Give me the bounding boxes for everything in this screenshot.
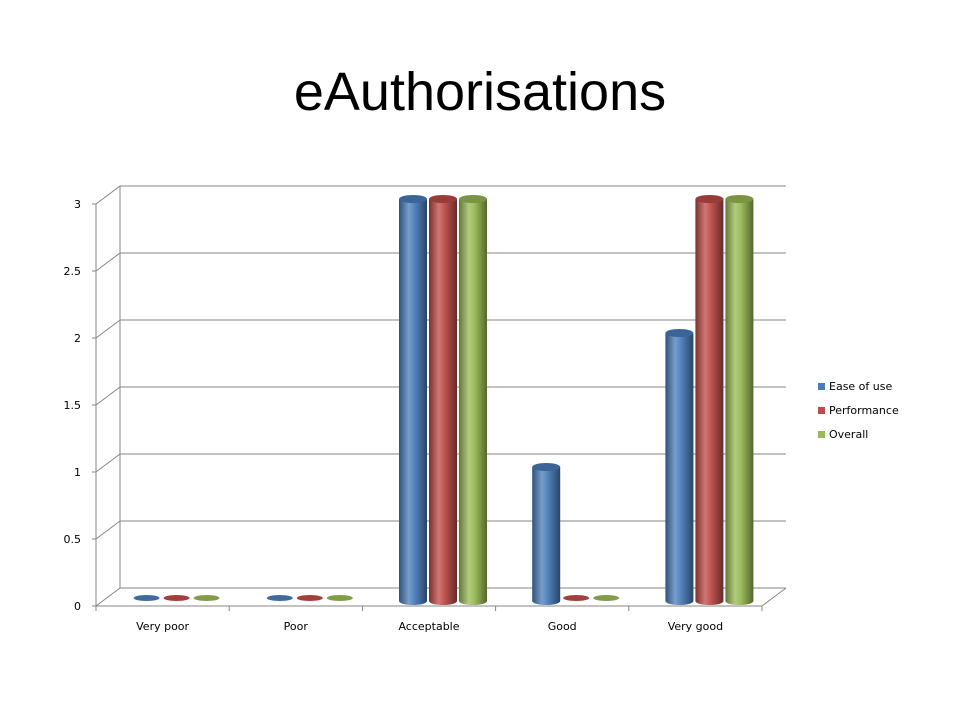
x-tick-label: Poor <box>284 620 309 633</box>
legend-item-overall: Overall <box>818 422 899 446</box>
legend-swatch-icon <box>818 430 825 438</box>
y-tick-label: 2.5 <box>64 265 82 278</box>
bar-overall-acceptable <box>459 199 487 605</box>
bar-zero-cap-performance-good <box>563 595 590 601</box>
bar-top-cap <box>665 329 694 337</box>
y-tick-label: 0 <box>74 600 81 613</box>
legend-swatch-icon <box>818 382 825 390</box>
legend-label: Performance <box>829 403 899 417</box>
gridline-side <box>95 319 121 339</box>
bar-zero-cap-ease-of-use-poor <box>266 595 293 601</box>
bar-ease-of-use-good <box>532 467 561 605</box>
bar-zero-cap-overall-poor <box>326 595 353 601</box>
floor-edge <box>761 587 787 607</box>
gridline-side <box>95 252 121 272</box>
x-tick-label: Very poor <box>136 620 189 633</box>
bar-zero-cap-performance-very-poor <box>163 595 190 601</box>
bar-ease-of-use-very-good <box>665 333 694 605</box>
x-tick-label: Very good <box>668 620 723 633</box>
bar-zero-cap-overall-very-poor <box>193 595 220 601</box>
gridline-side <box>95 185 121 205</box>
y-tick-label: 0.5 <box>64 533 82 546</box>
y-tick-label: 2 <box>74 332 81 345</box>
bar-zero-cap-performance-poor <box>296 595 323 601</box>
bar-top-cap <box>695 195 724 203</box>
slide-title: eAuthorisations <box>293 62 667 122</box>
bar-overall-very-good <box>725 199 754 605</box>
gridline-side <box>95 453 121 473</box>
bar-ease-of-use-acceptable <box>399 199 427 605</box>
bar-top-cap <box>459 195 487 203</box>
x-tick-label: Acceptable <box>398 620 459 633</box>
y-tick-label: 1 <box>74 466 81 479</box>
legend-item-performance: Performance <box>818 398 899 422</box>
legend-label: Ease of use <box>829 379 893 393</box>
gridline-side <box>95 520 121 540</box>
y-tick-label: 3 <box>74 198 81 211</box>
bar-performance-very-good <box>695 199 724 605</box>
gridline-side <box>95 386 121 406</box>
gridline-side <box>95 587 121 607</box>
chart-legend: Ease of use Performance Overall <box>818 374 899 446</box>
legend-label: Overall <box>829 427 869 441</box>
bar-top-cap <box>725 195 754 203</box>
bar-top-cap <box>532 463 561 471</box>
y-tick-label: 1.5 <box>64 399 82 412</box>
bar-top-cap <box>429 195 457 203</box>
x-tick-label: Good <box>548 620 577 633</box>
bar-zero-cap-ease-of-use-very-poor <box>133 595 160 601</box>
legend-swatch-icon <box>818 406 825 414</box>
bar-top-cap <box>399 195 427 203</box>
bar-performance-acceptable <box>429 199 457 605</box>
bar-zero-cap-overall-good <box>593 595 620 601</box>
legend-item-ease-of-use: Ease of use <box>818 374 899 398</box>
